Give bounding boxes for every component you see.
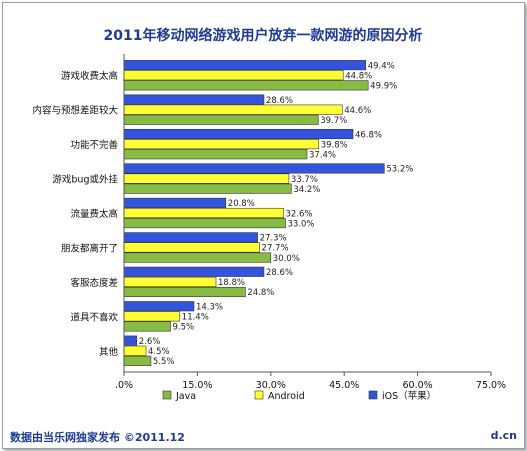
bar-2-2	[123, 149, 308, 160]
bar-1-2	[123, 114, 319, 125]
category-label: 游戏bug或外挂	[52, 174, 118, 186]
data-label: 28.6%	[266, 268, 293, 278]
bar-5-0	[123, 232, 258, 243]
bar-5-1	[123, 242, 260, 253]
bar-7-2	[123, 321, 171, 332]
category-label: 流量费太高	[70, 208, 118, 220]
legend-label: iOS（苹果）	[382, 390, 436, 402]
legend-swatch	[368, 390, 378, 400]
data-label: 39.7%	[320, 116, 347, 126]
category-label: 道具不喜欢	[70, 311, 118, 323]
x-tick-label: 30.0%	[256, 380, 286, 391]
legend-swatch	[254, 390, 264, 400]
category-label: 游戏收费太高	[61, 70, 118, 82]
data-label: 5.5%	[153, 357, 175, 367]
bar-3-0	[123, 163, 385, 174]
bar-4-2	[123, 218, 286, 229]
x-tick-label: .0%	[115, 380, 133, 391]
data-label: 44.8%	[345, 71, 372, 81]
chart-title: 2011年移动网络游戏用户放弃一款网游的原因分析	[104, 27, 423, 44]
footer-brand: d.cn	[490, 429, 517, 442]
bar-7-0	[123, 301, 195, 312]
bar-4-0	[123, 197, 227, 208]
data-label: 27.7%	[262, 244, 289, 254]
x-tick-label: 15.0%	[182, 380, 212, 391]
bar-0-0	[123, 60, 367, 71]
legend-swatch	[162, 390, 172, 400]
bar-3-1	[123, 173, 290, 184]
bar-8-1	[123, 345, 147, 356]
data-label: 49.9%	[370, 82, 397, 92]
bar-1-0	[123, 94, 265, 105]
data-label: 33.0%	[287, 219, 314, 229]
data-label: 30.0%	[273, 254, 300, 264]
data-label: 33.7%	[291, 175, 318, 185]
data-label: 34.2%	[293, 185, 320, 195]
category-label: 客服态度差	[70, 277, 118, 289]
bar-2-1	[123, 139, 320, 150]
data-label: 11.4%	[182, 313, 209, 323]
bar-6-1	[123, 276, 217, 287]
data-label: 37.4%	[309, 150, 336, 160]
x-tick-label: 45.0%	[329, 380, 359, 391]
bar-0-2	[123, 80, 369, 91]
category-label: 其他	[99, 346, 119, 358]
category-label: 朋友都离开了	[61, 242, 118, 254]
data-label: 32.6%	[286, 209, 313, 219]
bar-1-1	[123, 104, 343, 115]
bar-7-1	[123, 311, 181, 322]
x-tick-label: 60.0%	[403, 380, 433, 391]
data-label: 24.8%	[247, 288, 274, 298]
data-label: 14.3%	[196, 302, 223, 312]
legend-label: Java	[175, 391, 196, 402]
bar-6-2	[123, 286, 246, 298]
data-label: 53.2%	[386, 165, 413, 175]
bar-3-2	[123, 183, 292, 194]
data-label: 4.5%	[148, 347, 170, 357]
legend-label: Android	[268, 391, 305, 402]
data-label: 44.6%	[344, 106, 371, 116]
data-label: 49.4%	[368, 61, 395, 71]
x-tick-label: 75.0%	[476, 380, 506, 391]
data-label: 9.5%	[172, 323, 194, 333]
data-label: 46.8%	[355, 130, 382, 140]
data-label: 28.6%	[266, 96, 293, 106]
bar-4-1	[123, 207, 284, 219]
bar-8-2	[123, 355, 152, 366]
bar-2-0	[123, 128, 354, 140]
data-label: 39.8%	[321, 140, 348, 150]
data-label: 27.3%	[260, 234, 287, 244]
footer-source: 数据由当乐网独家发布 ©2011.12	[10, 431, 185, 444]
data-label: 18.8%	[218, 278, 245, 288]
category-label: 功能不完善	[70, 139, 118, 151]
category-label: 内容与预想差距较大	[32, 105, 118, 117]
bar-0-1	[123, 70, 344, 81]
data-label: 2.6%	[139, 337, 161, 347]
bar-6-0	[123, 266, 265, 277]
bar-5-2	[123, 252, 272, 263]
data-label: 20.8%	[228, 199, 255, 209]
bar-8-0	[123, 335, 138, 346]
